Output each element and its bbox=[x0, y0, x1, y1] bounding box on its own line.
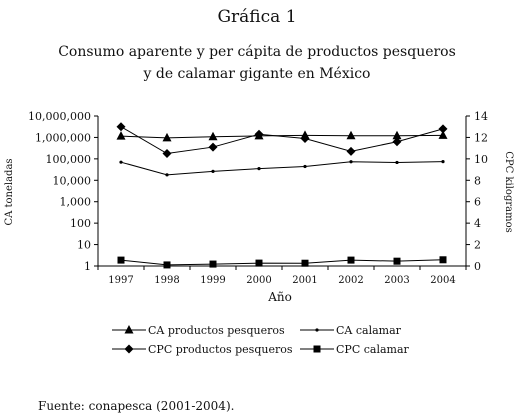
legend-cpc-productos-pesqueros-label: CPC productos pesqueros bbox=[148, 343, 293, 356]
legend-ca-calamar-label: CA calamar bbox=[336, 324, 402, 337]
plot-area: 1101001,00010,000100,0001,000,00010,000,… bbox=[28, 110, 488, 286]
cpc-productos-pesqueros-point bbox=[438, 124, 448, 134]
x-tick-label: 2000 bbox=[246, 275, 271, 286]
x-tick-label: 2004 bbox=[430, 275, 455, 286]
right-tick-label: 14 bbox=[474, 110, 488, 123]
legend-cpc-calamar-label: CPC calamar bbox=[336, 343, 410, 356]
left-tick-label: 1 bbox=[84, 260, 91, 273]
cpc-productos-pesqueros-point bbox=[208, 142, 218, 152]
cpc-productos-pesqueros-point bbox=[392, 137, 402, 147]
left-tick-label: 10,000 bbox=[53, 174, 92, 187]
chart-title-line-1: Consumo aparente y per cápita de product… bbox=[58, 44, 456, 60]
x-tick-label: 2001 bbox=[292, 275, 317, 286]
x-tick-label: 2002 bbox=[338, 275, 363, 286]
cpc-calamar-point bbox=[117, 256, 125, 264]
cpc-calamar-point bbox=[347, 256, 355, 264]
cpc-calamar-point bbox=[209, 260, 217, 268]
cpc-calamar-point bbox=[393, 257, 401, 265]
cpc-productos-pesqueros-point bbox=[162, 149, 172, 158]
cpc-calamar-point bbox=[163, 261, 171, 269]
cpc-calamar-point bbox=[439, 256, 447, 264]
ca-calamar-point bbox=[119, 160, 123, 164]
cpc-productos-pesqueros-line bbox=[120, 126, 444, 155]
left-tick-label: 10,000,000 bbox=[28, 110, 91, 123]
legend-cpc-calamar-marker bbox=[313, 345, 321, 353]
ca-productos-pesqueros-point bbox=[392, 130, 402, 140]
ca-productos-pesqueros-line bbox=[120, 134, 444, 139]
right-tick-label: 0 bbox=[474, 260, 481, 273]
legend-ca-calamar-marker bbox=[315, 328, 319, 332]
legend-ca-productos-pesqueros-label: CA productos pesqueros bbox=[148, 324, 285, 337]
ca-calamar-point bbox=[165, 173, 169, 177]
right-tick-label: 4 bbox=[474, 217, 481, 230]
right-tick-label: 2 bbox=[474, 239, 481, 252]
right-tick-label: 10 bbox=[474, 153, 488, 166]
left-tick-label: 10 bbox=[77, 239, 91, 252]
ca-productos-pesqueros-point bbox=[162, 132, 172, 142]
x-axis-title: Año bbox=[267, 290, 292, 304]
cpc-productos-pesqueros-point bbox=[346, 146, 356, 156]
left-tick-label: 1,000,000 bbox=[35, 131, 91, 144]
ca-calamar-point bbox=[257, 167, 261, 171]
left-axis-title: CA toneladas bbox=[4, 158, 15, 225]
cpc-calamar-point bbox=[301, 259, 309, 267]
cpc-productos-pesqueros-point bbox=[116, 122, 126, 132]
left-tick-label: 100,000 bbox=[46, 153, 92, 166]
x-tick-label: 1998 bbox=[154, 275, 179, 286]
ca-calamar-line bbox=[120, 161, 444, 176]
chart-title-line-2: y de calamar gigante en México bbox=[143, 66, 371, 82]
cpc-calamar-line bbox=[120, 259, 444, 266]
ca-productos-pesqueros-point bbox=[346, 130, 356, 140]
legend-ca-productos-pesqueros-marker bbox=[124, 325, 134, 334]
cpc-calamar-point bbox=[255, 259, 263, 267]
x-tick-label: 1999 bbox=[200, 275, 225, 286]
cpc-productos-pesqueros-point bbox=[254, 129, 264, 139]
ca-productos-pesqueros-point bbox=[208, 131, 218, 141]
left-tick-label: 1,000 bbox=[60, 196, 92, 209]
x-tick-label: 1997 bbox=[108, 275, 133, 286]
cpc-productos-pesqueros-point bbox=[300, 134, 310, 143]
legend-cpc-productos-pesqueros-marker bbox=[124, 344, 134, 354]
ca-calamar-point bbox=[395, 160, 399, 165]
ca-productos-pesqueros-point bbox=[438, 130, 448, 139]
ca-calamar-point bbox=[349, 160, 353, 164]
x-tick-label: 2003 bbox=[384, 275, 409, 286]
right-tick-label: 12 bbox=[474, 131, 488, 144]
source-note: Fuente: conapesca (2001-2004). bbox=[38, 399, 234, 413]
right-tick-label: 8 bbox=[474, 174, 481, 187]
ca-productos-pesqueros-point bbox=[116, 131, 126, 140]
legend: CA productos pesqueros CA calamar CPC prod… bbox=[112, 324, 410, 356]
ca-calamar-point bbox=[303, 164, 307, 169]
right-tick-label: 6 bbox=[474, 196, 481, 209]
left-tick-label: 100 bbox=[70, 217, 91, 230]
ca-calamar-point bbox=[211, 169, 215, 173]
ca-calamar-point bbox=[441, 160, 445, 164]
right-axis-title: CPC kilogramos bbox=[503, 151, 514, 232]
figure-label: Gráfica 1 bbox=[217, 7, 296, 27]
